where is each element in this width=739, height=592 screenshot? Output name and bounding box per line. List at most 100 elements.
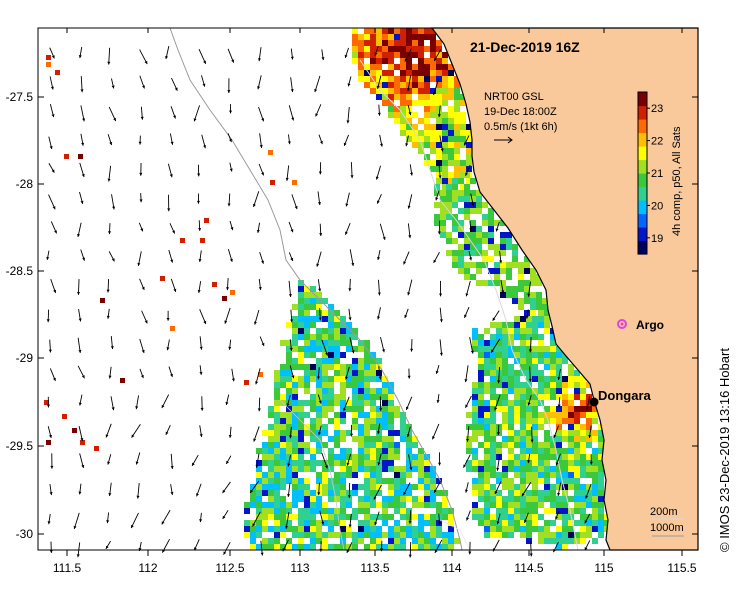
sst-pixel <box>370 454 376 460</box>
sst-pixel <box>458 178 464 184</box>
sst-pixel <box>400 130 406 136</box>
current-vector-arrow <box>495 221 500 232</box>
sst-pixel <box>472 502 478 508</box>
sst-pixel <box>286 520 292 526</box>
sst-pixel <box>298 424 304 430</box>
sst-pixel <box>488 280 494 286</box>
sst-pixel <box>484 484 490 490</box>
current-vector-arrow <box>50 221 58 234</box>
sst-pixel <box>364 502 370 508</box>
sst-pixel <box>502 496 508 502</box>
sst-pixel <box>436 172 442 178</box>
sst-pixel <box>544 346 550 352</box>
sst-pixel <box>358 424 364 430</box>
sst-pixel <box>470 178 476 184</box>
sst-pixel <box>382 424 388 430</box>
sst-pixel <box>376 46 382 52</box>
sst-pixel <box>406 136 412 142</box>
sst-pixel <box>520 484 526 490</box>
colorbar-tick-label: 21 <box>651 168 663 180</box>
sst-pixel <box>464 214 470 220</box>
sst-pixel <box>500 262 506 268</box>
sst-pixel <box>472 424 478 430</box>
sst-pixel <box>490 424 496 430</box>
current-vector-arrow <box>50 453 54 469</box>
sst-pixel <box>472 406 478 412</box>
sst-pixel <box>446 196 452 202</box>
sst-pixel <box>334 376 340 382</box>
sst-pixel <box>448 124 454 130</box>
sst-pixel <box>388 64 394 70</box>
sst-pixel <box>406 130 412 136</box>
sst-pixel <box>574 406 580 412</box>
sst-pixel <box>524 298 530 304</box>
sst-pixel <box>472 478 478 484</box>
sst-pixel <box>574 448 580 454</box>
current-vector-arrow <box>108 223 112 235</box>
sst-pixel <box>556 442 562 448</box>
current-vector-arrow <box>435 191 440 201</box>
sst-pixel <box>274 526 280 532</box>
sst-pixel <box>406 424 412 430</box>
sst-pixel <box>508 496 514 502</box>
sst-pixel <box>388 526 394 532</box>
sst-pixel <box>446 232 452 238</box>
current-vector-arrow <box>111 194 116 210</box>
current-vector-arrow <box>405 135 409 147</box>
sst-pixel <box>562 406 568 412</box>
y-tick-label: -30 <box>16 527 34 541</box>
sst-pixel <box>364 394 370 400</box>
sst-pixel <box>478 496 484 502</box>
sst-pixel <box>514 496 520 502</box>
sst-pixel <box>478 382 484 388</box>
sst-pixel <box>440 202 446 208</box>
sst-pixel <box>544 490 550 496</box>
sst-pixel <box>472 490 478 496</box>
sst-pixel <box>334 400 340 406</box>
sst-pixel <box>476 190 482 196</box>
sst-pixel <box>298 466 304 472</box>
sst-pixel <box>286 412 292 418</box>
current-vector-arrow <box>161 394 170 409</box>
sst-pixel <box>274 436 280 442</box>
sst-pixel <box>488 244 494 250</box>
sst-pixel <box>364 340 370 346</box>
sst-pixel <box>472 400 478 406</box>
sst-pixel <box>508 418 514 424</box>
sst-pixel <box>536 292 542 298</box>
sst-pixel <box>340 322 346 328</box>
sst-pixel <box>304 382 310 388</box>
sst-pixel <box>476 202 482 208</box>
sst-pixel <box>454 142 460 148</box>
sst-pixel <box>298 412 304 418</box>
sst-pixel <box>370 40 376 46</box>
sst-pixel <box>376 466 382 472</box>
sst-pixel <box>556 406 562 412</box>
sst-pixel <box>580 484 586 490</box>
sst-pixel <box>268 502 274 508</box>
sst-pixel <box>472 394 478 400</box>
current-vector-arrow <box>130 512 139 529</box>
sst-pixel <box>298 496 304 502</box>
current-vector-arrow <box>285 512 290 529</box>
sst-pixel <box>298 454 304 460</box>
sst-pixel <box>328 334 334 340</box>
current-vector-arrow <box>410 339 414 352</box>
sst-pixel <box>580 472 586 478</box>
sst-pixel <box>274 424 280 430</box>
current-vector-arrow <box>46 250 50 261</box>
sst-pixel <box>508 406 514 412</box>
sst-pixel <box>262 478 268 484</box>
sst-pixel <box>316 358 322 364</box>
sst-pixel <box>268 466 274 472</box>
current-vector-arrow <box>167 163 173 178</box>
sst-pixel <box>598 454 604 460</box>
sst-pixel <box>334 520 340 526</box>
current-vector-arrow <box>200 396 204 411</box>
colorbar-tick-label: 19 <box>651 233 663 245</box>
sst-pixel <box>358 394 364 400</box>
sst-pixel <box>472 382 478 388</box>
sst-pixel <box>400 502 406 508</box>
sst-pixel <box>328 514 334 520</box>
sst-pixel <box>286 514 292 520</box>
